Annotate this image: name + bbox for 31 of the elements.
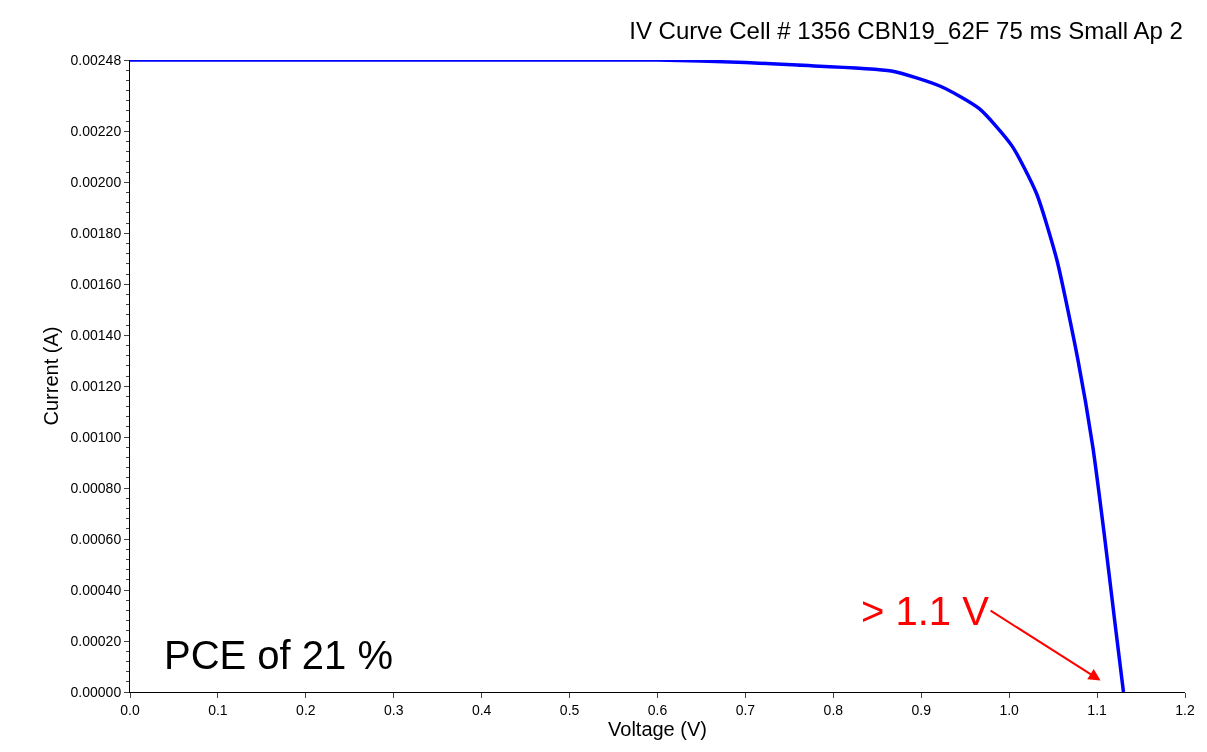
x-tick-label: 0.4 — [471, 701, 492, 718]
y-tick-label: 0.00020 — [70, 632, 122, 649]
x-tick-label: 1.0 — [999, 701, 1020, 718]
x-tick-label: 0.8 — [823, 701, 844, 718]
y-axis-title: Current (A) — [40, 326, 63, 426]
y-tick-label: 0.00100 — [70, 429, 122, 446]
x-tick-label: 0.5 — [559, 701, 580, 718]
y-tick-label: 0.00060 — [70, 531, 122, 547]
y-tick-label: 0.00180 — [70, 225, 122, 242]
x-tick-label: 0.1 — [208, 701, 228, 718]
x-tick-label: 0.3 — [384, 701, 404, 718]
y-tick-label: 0.00200 — [70, 174, 122, 191]
chart-title: IV Curve Cell # 1356 CBN19_62F 75 ms Small Ap 2 — [629, 17, 1183, 45]
annotation: PCE of 21 % — [164, 633, 394, 677]
x-tick-label: 0.0 — [120, 701, 140, 718]
x-tick-label: 0.9 — [911, 701, 932, 718]
y-tick-label: 0.00120 — [70, 378, 122, 395]
y-tick-label: 0.00248 — [70, 51, 122, 68]
y-tick-label: 0.00040 — [70, 581, 122, 598]
annotation: > 1.1 V — [861, 589, 990, 633]
x-tick-label: 0.6 — [647, 701, 668, 718]
y-tick-label: 0.00140 — [70, 327, 122, 344]
y-tick-label: 0.00220 — [70, 123, 122, 140]
x-tick-label: 1.1 — [1087, 701, 1108, 718]
x-tick-label: 1.2 — [1175, 701, 1195, 718]
x-axis-title: Voltage (V) — [608, 717, 707, 740]
y-tick-label: 0.00000 — [70, 683, 122, 700]
y-tick-label: 0.00080 — [70, 480, 122, 497]
x-tick-label: 0.2 — [296, 701, 316, 718]
y-tick-label: 0.00160 — [70, 276, 122, 293]
x-tick-label: 0.7 — [735, 701, 756, 718]
